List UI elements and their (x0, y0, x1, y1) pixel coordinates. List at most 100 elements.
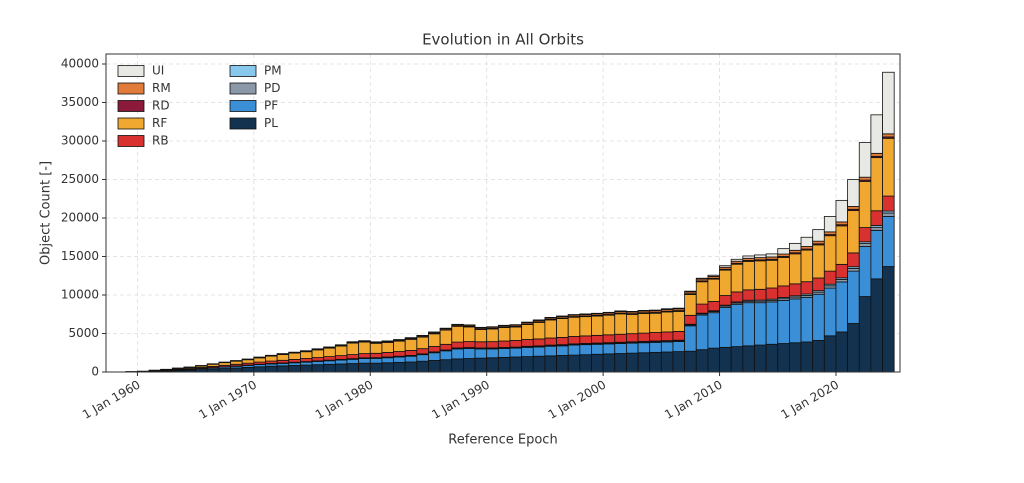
bar-segment (602, 343, 616, 355)
bar-segment (567, 316, 581, 337)
bar-segment (870, 229, 883, 280)
bar-segment (637, 342, 651, 354)
legend-label: RF (152, 116, 167, 130)
bar-segment (532, 355, 546, 373)
bar-segment (626, 311, 639, 313)
bar-segment (509, 356, 523, 373)
bar-segment (486, 328, 499, 343)
bar-segment (707, 347, 720, 373)
bar-segment (649, 351, 662, 373)
bar-segment (556, 337, 569, 346)
bar-segment (719, 306, 732, 348)
legend-swatch (117, 65, 145, 77)
bar-segment (882, 212, 895, 217)
bar-segment (276, 354, 290, 361)
bar-segment (602, 334, 616, 344)
bar-segment (265, 355, 278, 362)
x-tick-label: 1 Jan 1980 (313, 378, 376, 422)
bar-segment (486, 341, 499, 349)
bar-segment (591, 343, 604, 355)
y-tick-label: 20000 (61, 211, 99, 225)
bar-segment (800, 296, 814, 343)
bar-segment (439, 359, 453, 373)
bar-segment (521, 321, 534, 324)
bar-segment (614, 333, 627, 343)
legend-label: RD (152, 99, 170, 113)
bar-segment (754, 344, 767, 373)
bar-segment (544, 345, 557, 357)
bar-segment (323, 360, 336, 365)
bar-segment (649, 312, 662, 333)
bar-segment (870, 278, 883, 373)
bar-segment (567, 336, 581, 345)
bar-segment (835, 263, 849, 279)
x-tick-label: 1 Jan 2010 (662, 378, 725, 422)
bar-segment (428, 352, 441, 361)
bar-segment (439, 343, 453, 351)
bar-segment (823, 287, 837, 337)
bar-segment (253, 366, 266, 373)
bar-segment (858, 246, 872, 297)
bar-segment (474, 341, 488, 349)
bar-segment (381, 357, 394, 364)
bar-segment (812, 229, 825, 242)
legend-swatch (229, 117, 257, 130)
bar-segment (521, 339, 534, 347)
bar-segment (300, 364, 313, 373)
bar-segment (393, 356, 406, 363)
bar-segment (556, 315, 569, 317)
bar-segment (474, 329, 488, 343)
bar-segment (544, 317, 557, 319)
x-tick-label: 1 Jan 1960 (80, 378, 143, 422)
bar-segment (521, 346, 534, 358)
bar-segment (812, 244, 825, 279)
bar-segment (369, 342, 383, 354)
bar-segment (532, 346, 546, 357)
bar-segment (695, 277, 709, 280)
bar-segment (323, 363, 336, 373)
bar-segment (672, 351, 686, 373)
bar-segment (463, 326, 476, 342)
legend-label: UI (152, 64, 164, 78)
chart-title: Evolution in All Orbits (422, 31, 584, 49)
bar-segment (393, 351, 406, 357)
bar-segment (882, 266, 895, 373)
bar-segment (451, 358, 464, 373)
bar-segment (835, 221, 849, 226)
bar-segment (870, 114, 883, 154)
bar-segment (591, 334, 604, 344)
bar-segment (730, 303, 744, 347)
bar-segment (835, 331, 849, 373)
bar-segment (684, 290, 697, 293)
bar-segment (719, 346, 732, 373)
bar-segment (334, 345, 348, 356)
bar-segment (660, 351, 674, 373)
bar-segment (474, 348, 488, 359)
bar-segment (451, 341, 464, 349)
bar-segment (276, 365, 290, 373)
bar-segment (788, 253, 802, 285)
x-tick-label: 1 Jan 2020 (779, 378, 842, 422)
bar-segment (556, 318, 569, 338)
bar-segment (486, 348, 499, 359)
bar-segment (626, 352, 639, 373)
x-axis-label: Reference Epoch (448, 433, 557, 448)
bar-segment (404, 355, 418, 363)
bar-segment (556, 345, 569, 356)
bar-segment (416, 360, 429, 373)
bar-segment (463, 358, 476, 373)
bar-segment (649, 332, 662, 342)
legend-swatch (229, 65, 257, 77)
bar-segment (637, 332, 651, 342)
bar-segment (602, 311, 616, 314)
bar-segment (660, 341, 674, 353)
bar-segment (637, 313, 651, 334)
bar-segment (428, 333, 441, 347)
legend-label: PD (264, 81, 280, 95)
bar-segment (637, 310, 651, 312)
bar-segment (439, 350, 453, 361)
bar-segment (416, 354, 429, 362)
bar-segment (509, 340, 523, 348)
bar-segment (497, 356, 511, 373)
bar-segment (626, 333, 639, 343)
